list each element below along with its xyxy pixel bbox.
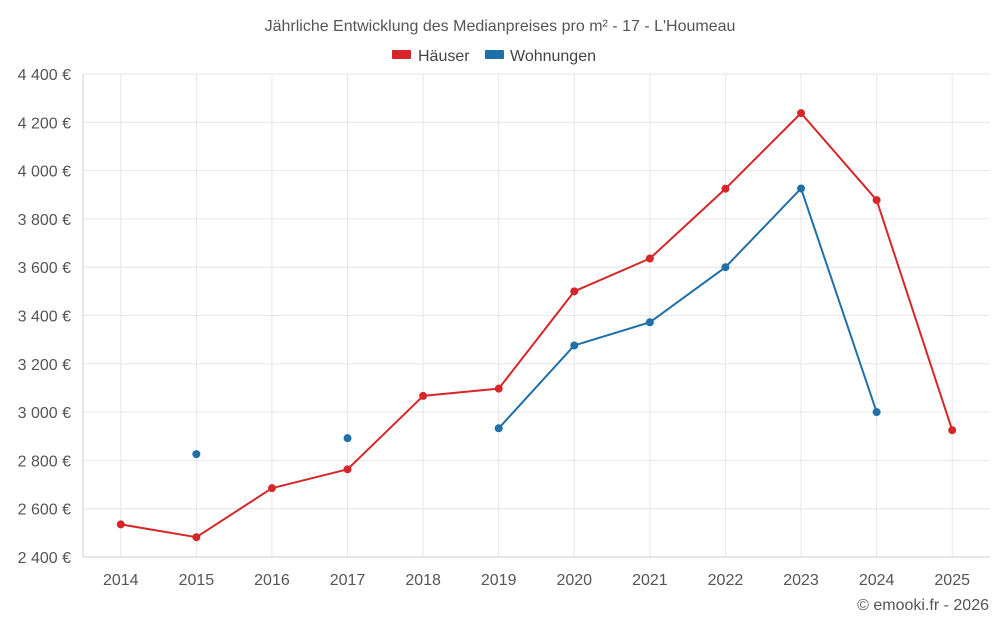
legend-item-wohnungen[interactable]: Wohnungen — [485, 48, 596, 65]
x-tick-label: 2020 — [556, 572, 592, 589]
data-point-haeuser[interactable] — [872, 196, 881, 205]
y-tick-label: 4 200 € — [18, 115, 71, 132]
x-tick-label: 2015 — [179, 572, 215, 589]
y-tick-label: 2 400 € — [18, 550, 71, 567]
y-tick-label: 3 800 € — [18, 212, 71, 229]
data-point-haeuser[interactable] — [116, 520, 125, 529]
x-tick-label: 2014 — [103, 572, 139, 589]
x-tick-label: 2016 — [254, 572, 290, 589]
y-tick-label: 2 800 € — [18, 453, 71, 470]
y-tick-label: 2 600 € — [18, 502, 71, 519]
data-point-haeuser[interactable] — [948, 426, 957, 435]
legend-swatch-haeuser — [392, 50, 411, 59]
series — [116, 109, 957, 542]
legend-label-haeuser: Häuser — [418, 48, 470, 65]
y-tick-label: 3 400 € — [18, 309, 71, 326]
x-tick-label: 2021 — [632, 572, 668, 589]
x-tick-label: 2019 — [481, 572, 517, 589]
series-line-haeuser — [120, 112, 954, 539]
data-point-haeuser[interactable] — [645, 254, 654, 263]
y-tick-label: 4 400 € — [18, 67, 71, 84]
data-point-haeuser[interactable] — [494, 384, 503, 393]
data-point-wohnungen[interactable] — [645, 318, 654, 327]
y-tick-label: 3 000 € — [18, 405, 71, 422]
y-tick-label: 3 600 € — [18, 260, 71, 277]
y-tick-label: 4 000 € — [18, 164, 71, 181]
x-tick-label: 2018 — [405, 572, 441, 589]
series-line-wohnungen — [497, 187, 878, 429]
data-point-haeuser[interactable] — [419, 391, 428, 400]
grid — [83, 73, 990, 557]
x-tick-label: 2024 — [859, 572, 895, 589]
data-point-haeuser[interactable] — [721, 184, 730, 193]
data-point-haeuser[interactable] — [192, 533, 201, 542]
data-point-haeuser[interactable] — [797, 109, 806, 118]
data-point-wohnungen[interactable] — [721, 263, 730, 272]
axes: 2 400 € 2 600 € 2 800 € 3 000 € 3 200 € 3 400… — [18, 67, 990, 589]
series-wohnungen — [192, 184, 881, 459]
data-point-wohnungen[interactable] — [343, 434, 352, 443]
data-point-wohnungen[interactable] — [872, 408, 881, 417]
legend-label-wohnungen: Wohnungen — [510, 48, 596, 65]
x-tick-label: 2023 — [783, 572, 819, 589]
legend-swatch-wohnungen — [485, 50, 504, 59]
x-tick-label: 2022 — [708, 572, 744, 589]
data-point-wohnungen[interactable] — [570, 341, 579, 350]
data-point-wohnungen[interactable] — [192, 450, 201, 459]
chart-title: Jährliche Entwicklung des Medianpreises … — [265, 18, 736, 35]
data-point-haeuser[interactable] — [570, 287, 579, 296]
data-point-haeuser[interactable] — [343, 465, 352, 474]
credit-text: © emooki.fr - 2026 — [857, 597, 989, 614]
data-point-haeuser[interactable] — [267, 484, 276, 493]
data-point-wohnungen[interactable] — [797, 184, 806, 193]
legend: Häuser Wohnungen — [392, 48, 596, 65]
series-haeuser — [116, 109, 957, 542]
y-tick-label: 3 200 € — [18, 357, 71, 374]
x-tick-label: 2017 — [330, 572, 366, 589]
x-tick-label: 2025 — [934, 572, 970, 589]
legend-item-haeuser[interactable]: Häuser — [392, 48, 470, 65]
data-point-wohnungen[interactable] — [494, 424, 503, 433]
